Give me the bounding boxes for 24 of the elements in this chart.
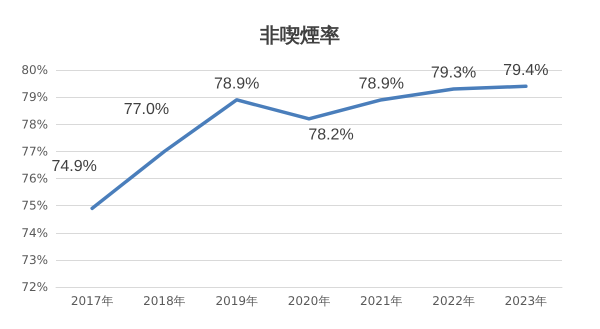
y-tick-label: 73%: [21, 252, 48, 267]
x-tick-label: 2020年: [288, 294, 330, 308]
data-label: 78.9%: [358, 75, 404, 92]
x-tick-label: 2018年: [143, 294, 186, 308]
x-tick-label: 2022年: [432, 294, 475, 308]
chart-title: 非喫煙率: [259, 23, 340, 47]
x-tick-label: 2019年: [215, 294, 258, 308]
y-tick-label: 75%: [21, 198, 48, 213]
x-tick-label: 2023年: [504, 294, 548, 308]
data-label: 78.2%: [308, 126, 354, 144]
y-tick-label: 79%: [21, 90, 48, 104]
data-label: 79.3%: [430, 64, 476, 82]
y-tick-label: 72%: [21, 280, 48, 294]
y-tick-label: 80%: [21, 63, 48, 77]
y-tick-label: 78%: [21, 117, 48, 132]
x-tick-label: 2017年: [70, 294, 114, 308]
y-tick-label: 74%: [21, 226, 48, 240]
y-tick-label: 77%: [21, 144, 48, 158]
data-label: 78.9%: [214, 75, 260, 92]
y-tick-label: 76%: [21, 172, 48, 186]
x-tick-label: 2021年: [360, 294, 403, 308]
data-label: 74.9%: [51, 158, 97, 175]
data-label: 79.4%: [503, 62, 549, 79]
data-label: 77.0%: [124, 100, 170, 118]
